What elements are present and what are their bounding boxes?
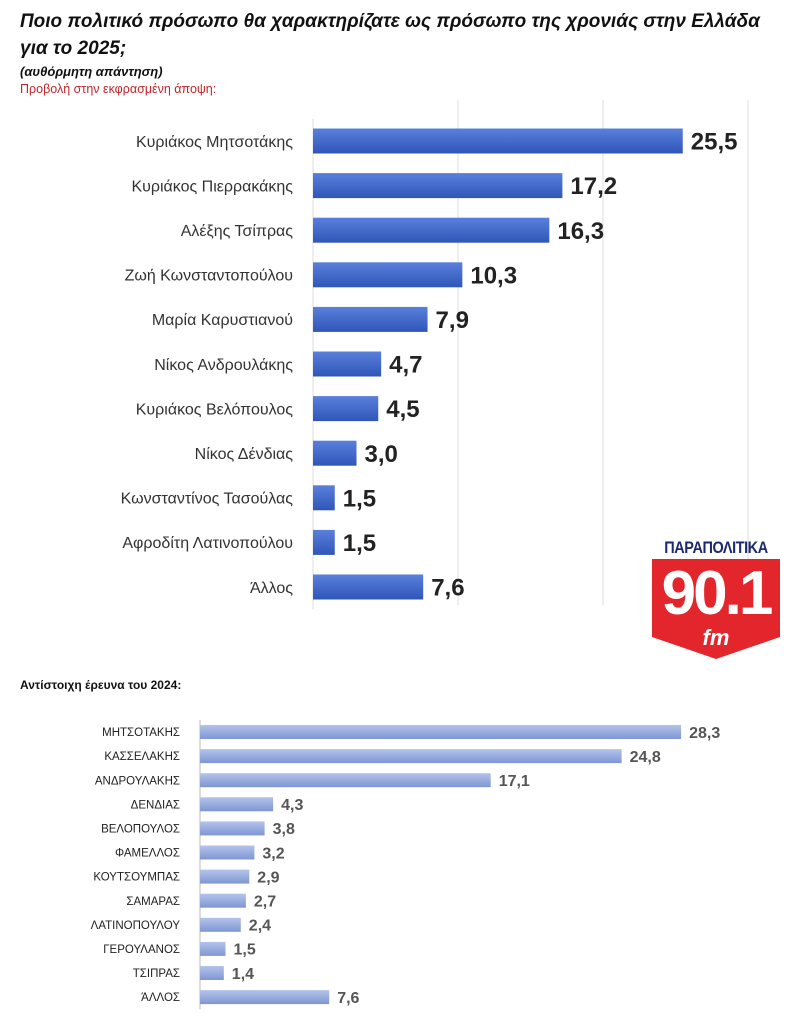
data-label: 16,3	[557, 218, 604, 245]
category-label: ΚΟΥΤΣΟΥΜΠΑΣ	[93, 872, 180, 884]
section2-title: Αντίστοιχη έρευνα του 2024:	[20, 678, 182, 692]
bar	[313, 262, 463, 288]
category-label: ΆΛΛΟΣ	[141, 992, 180, 1004]
data-label: 2,7	[254, 893, 276, 910]
data-label: 4,7	[389, 352, 422, 379]
category-label: Νίκος Δένδιας	[195, 446, 294, 463]
category-label: Άλλος	[250, 580, 293, 597]
data-label: 3,2	[262, 845, 284, 862]
data-label: 24,8	[630, 749, 661, 766]
data-label: 1,4	[232, 966, 254, 983]
data-label: 2,9	[257, 869, 279, 886]
data-label: 17,1	[499, 773, 530, 790]
category-label: Κυριάκος Βελόπουλος	[136, 401, 294, 418]
data-label: 1,5	[343, 485, 376, 512]
chart-title: Ποιο πολιτικό πρόσωπο θα χαρακτηρίζατε ω…	[20, 11, 760, 59]
data-label: 10,3	[470, 262, 517, 289]
category-label: Νίκος Ανδρουλάκης	[154, 357, 293, 374]
data-label: 7,9	[436, 307, 469, 334]
data-label: 1,5	[234, 942, 256, 959]
category-label: ΤΣΙΠΡΑΣ	[133, 968, 180, 980]
bar	[200, 773, 491, 788]
category-label: ΦΑΜΕΛΛΟΣ	[115, 848, 180, 860]
logo-band: fm	[702, 625, 730, 650]
bar	[313, 485, 335, 511]
bar	[200, 917, 241, 932]
data-label: 7,6	[337, 990, 359, 1007]
bar	[313, 351, 382, 377]
data-label: 25,5	[691, 129, 738, 156]
category-label: Κυριάκος Μητσοτάκης	[136, 134, 293, 151]
data-label: 28,3	[689, 725, 720, 742]
category-label: ΛΑΤΙΝΟΠΟΥΛΟΥ	[91, 920, 181, 932]
category-label: Αφροδίτη Λατινοπούλου	[122, 535, 293, 552]
bar	[313, 306, 428, 332]
bar	[313, 529, 335, 555]
data-label: 3,8	[273, 821, 295, 838]
category-label: Μαρία Καρυστιανού	[152, 312, 293, 329]
data-label: 7,6	[431, 575, 464, 602]
bar	[200, 845, 255, 860]
logo-shield: 90.1 fm	[652, 559, 780, 659]
chart-subtitle: (αυθόρμητη απάντηση)	[20, 64, 163, 79]
bar	[200, 990, 330, 1005]
category-label: ΓΕΡΟΥΛΑΝΟΣ	[103, 944, 180, 956]
logo-brand: ΠΑΡΑΠΟΛΙΤΙΚΑ	[664, 538, 768, 557]
data-label: 2,4	[249, 918, 271, 935]
bar	[200, 821, 265, 836]
category-label: Κωνσταντίνος Τασούλας	[121, 491, 294, 508]
data-label: 4,3	[281, 797, 303, 814]
category-label: Κυριάκος Πιερρακάκης	[131, 178, 293, 195]
bar	[200, 797, 274, 812]
data-label: 3,0	[365, 441, 398, 468]
bar	[313, 440, 357, 466]
category-label: ΣΑΜΑΡΑΣ	[126, 896, 180, 908]
bar	[313, 173, 563, 199]
bar	[200, 869, 250, 884]
logo-frequency: 90.1	[661, 559, 774, 628]
bar	[200, 749, 622, 764]
bar	[200, 725, 682, 739]
bar	[200, 966, 224, 980]
data-label: 1,5	[343, 530, 376, 557]
bar	[313, 574, 424, 600]
parapolitika-logo: ΠΑΡΑΠΟΛΙΤΙΚΑ 90.1 fm	[652, 538, 780, 659]
bar	[313, 217, 550, 243]
category-label: Αλέξης Τσίπρας	[181, 223, 294, 240]
category-label: Ζωή Κωνσταντοπούλου	[125, 268, 293, 285]
category-label: ΚΑΣΣΕΛΑΚΗΣ	[104, 751, 180, 763]
category-label: ΜΗΤΣΟΤΑΚΗΣ	[102, 727, 180, 739]
data-label: 17,2	[570, 173, 617, 200]
chart-note: Προβολή στην εκφρασμένη άποψη:	[20, 82, 217, 96]
category-label: ΔΕΝΔΙΑΣ	[131, 799, 180, 811]
bar	[200, 893, 246, 908]
bar	[313, 128, 683, 154]
bar	[313, 396, 379, 422]
category-label: ΒΕΛΟΠΟΥΛΟΣ	[101, 824, 180, 836]
category-label: ΑΝΔΡΟΥΛΑΚΗΣ	[95, 775, 180, 787]
data-label: 4,5	[386, 396, 419, 423]
bar	[200, 941, 226, 956]
